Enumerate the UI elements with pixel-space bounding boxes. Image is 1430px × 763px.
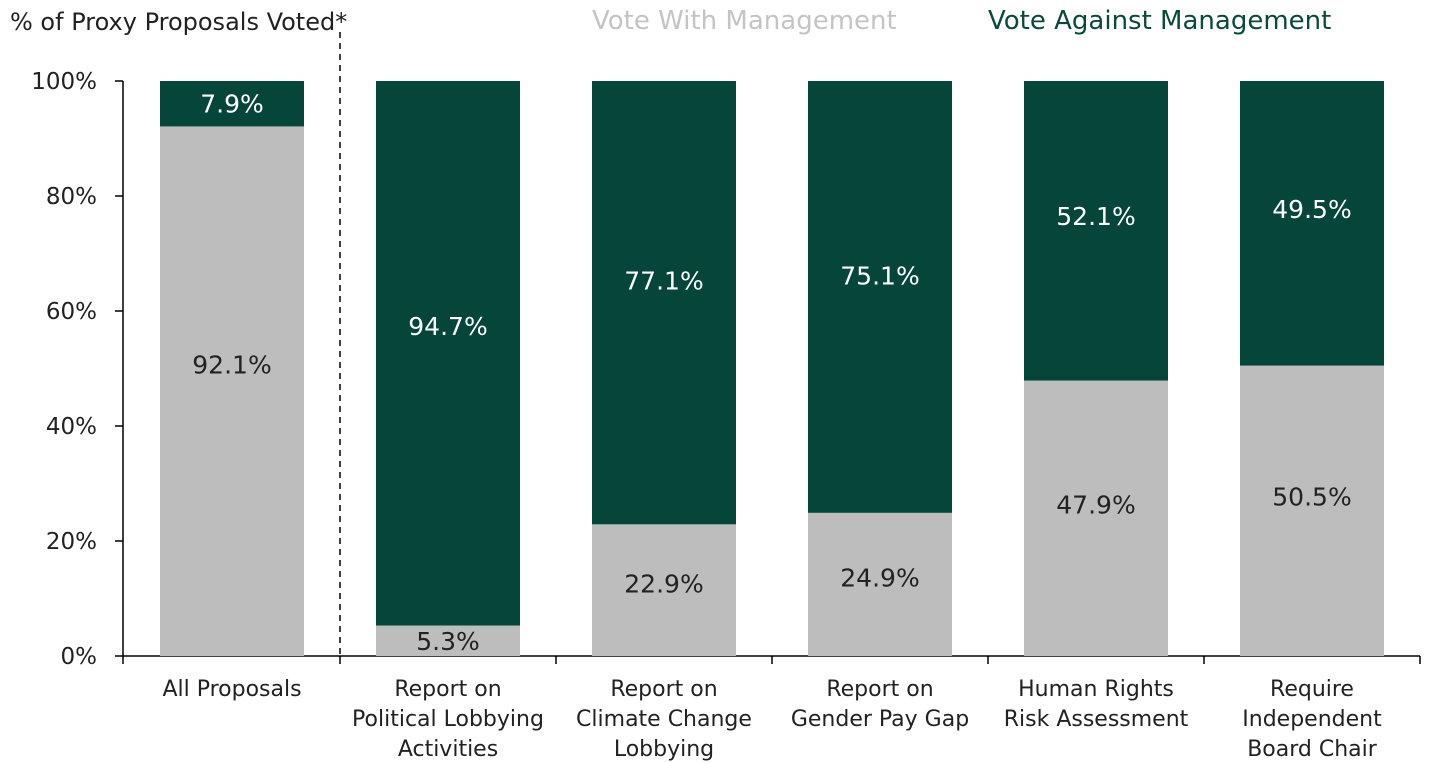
x-category-label-3-0: Report on [826, 677, 933, 702]
data-label-against-3: 75.1% [840, 261, 919, 290]
data-label-against-4: 52.1% [1056, 202, 1135, 231]
x-category-label-0-0: All Proposals [162, 677, 301, 702]
bar-against-3 [808, 81, 952, 513]
data-label-against-0: 7.9% [200, 90, 264, 119]
data-label-against-1: 94.7% [408, 312, 487, 341]
legend-vote-with-management: Vote With Management [592, 6, 897, 36]
y-tick-label-0: 0% [61, 644, 98, 670]
data-label-with-3: 24.9% [840, 563, 919, 592]
y-tick-label-4: 80% [46, 184, 97, 210]
data-label-with-4: 47.9% [1056, 491, 1135, 520]
bar-against-4 [1024, 81, 1168, 381]
y-tick-label-5: 100% [31, 69, 97, 95]
y-tick-label-2: 40% [46, 414, 97, 440]
x-category-label-2-1: Climate Change [576, 707, 752, 732]
data-label-with-1: 5.3% [416, 627, 480, 656]
x-category-label-1-2: Activities [398, 737, 498, 762]
data-label-against-5: 49.5% [1272, 195, 1351, 224]
x-category-label-1-0: Report on [394, 677, 501, 702]
bar-with-5 [1240, 365, 1384, 656]
bar-against-2 [592, 81, 736, 525]
x-category-label-4-1: Risk Assessment [1004, 707, 1189, 732]
legend-vote-against-management: Vote Against Management [988, 6, 1332, 36]
y-tick-label-1: 20% [46, 529, 97, 555]
bar-with-4 [1024, 380, 1168, 656]
x-category-label-4-0: Human Rights [1018, 677, 1174, 702]
bar-with-2 [592, 524, 736, 656]
x-category-label-3-1: Gender Pay Gap [791, 707, 969, 732]
data-label-with-0: 92.1% [192, 351, 271, 380]
bar-with-3 [808, 512, 952, 656]
x-category-label-5-2: Board Chair [1247, 737, 1378, 762]
bar-against-1 [376, 81, 520, 626]
data-label-with-2: 22.9% [624, 570, 703, 599]
bar-against-0 [160, 81, 304, 127]
x-category-label-2-0: Report on [610, 677, 717, 702]
data-label-against-2: 77.1% [624, 266, 703, 295]
x-category-label-5-1: Independent [1242, 707, 1382, 732]
x-category-label-5-0: Require [1270, 677, 1354, 702]
data-label-with-5: 50.5% [1272, 482, 1351, 511]
x-category-label-2-2: Lobbying [614, 737, 714, 762]
bar-with-1 [376, 625, 520, 656]
x-category-label-1-1: Political Lobbying [352, 707, 544, 732]
bar-with-0 [160, 126, 304, 657]
y-axis-title: % of Proxy Proposals Voted* [10, 8, 348, 36]
bar-against-5 [1240, 81, 1384, 366]
y-tick-label-3: 60% [46, 299, 97, 325]
